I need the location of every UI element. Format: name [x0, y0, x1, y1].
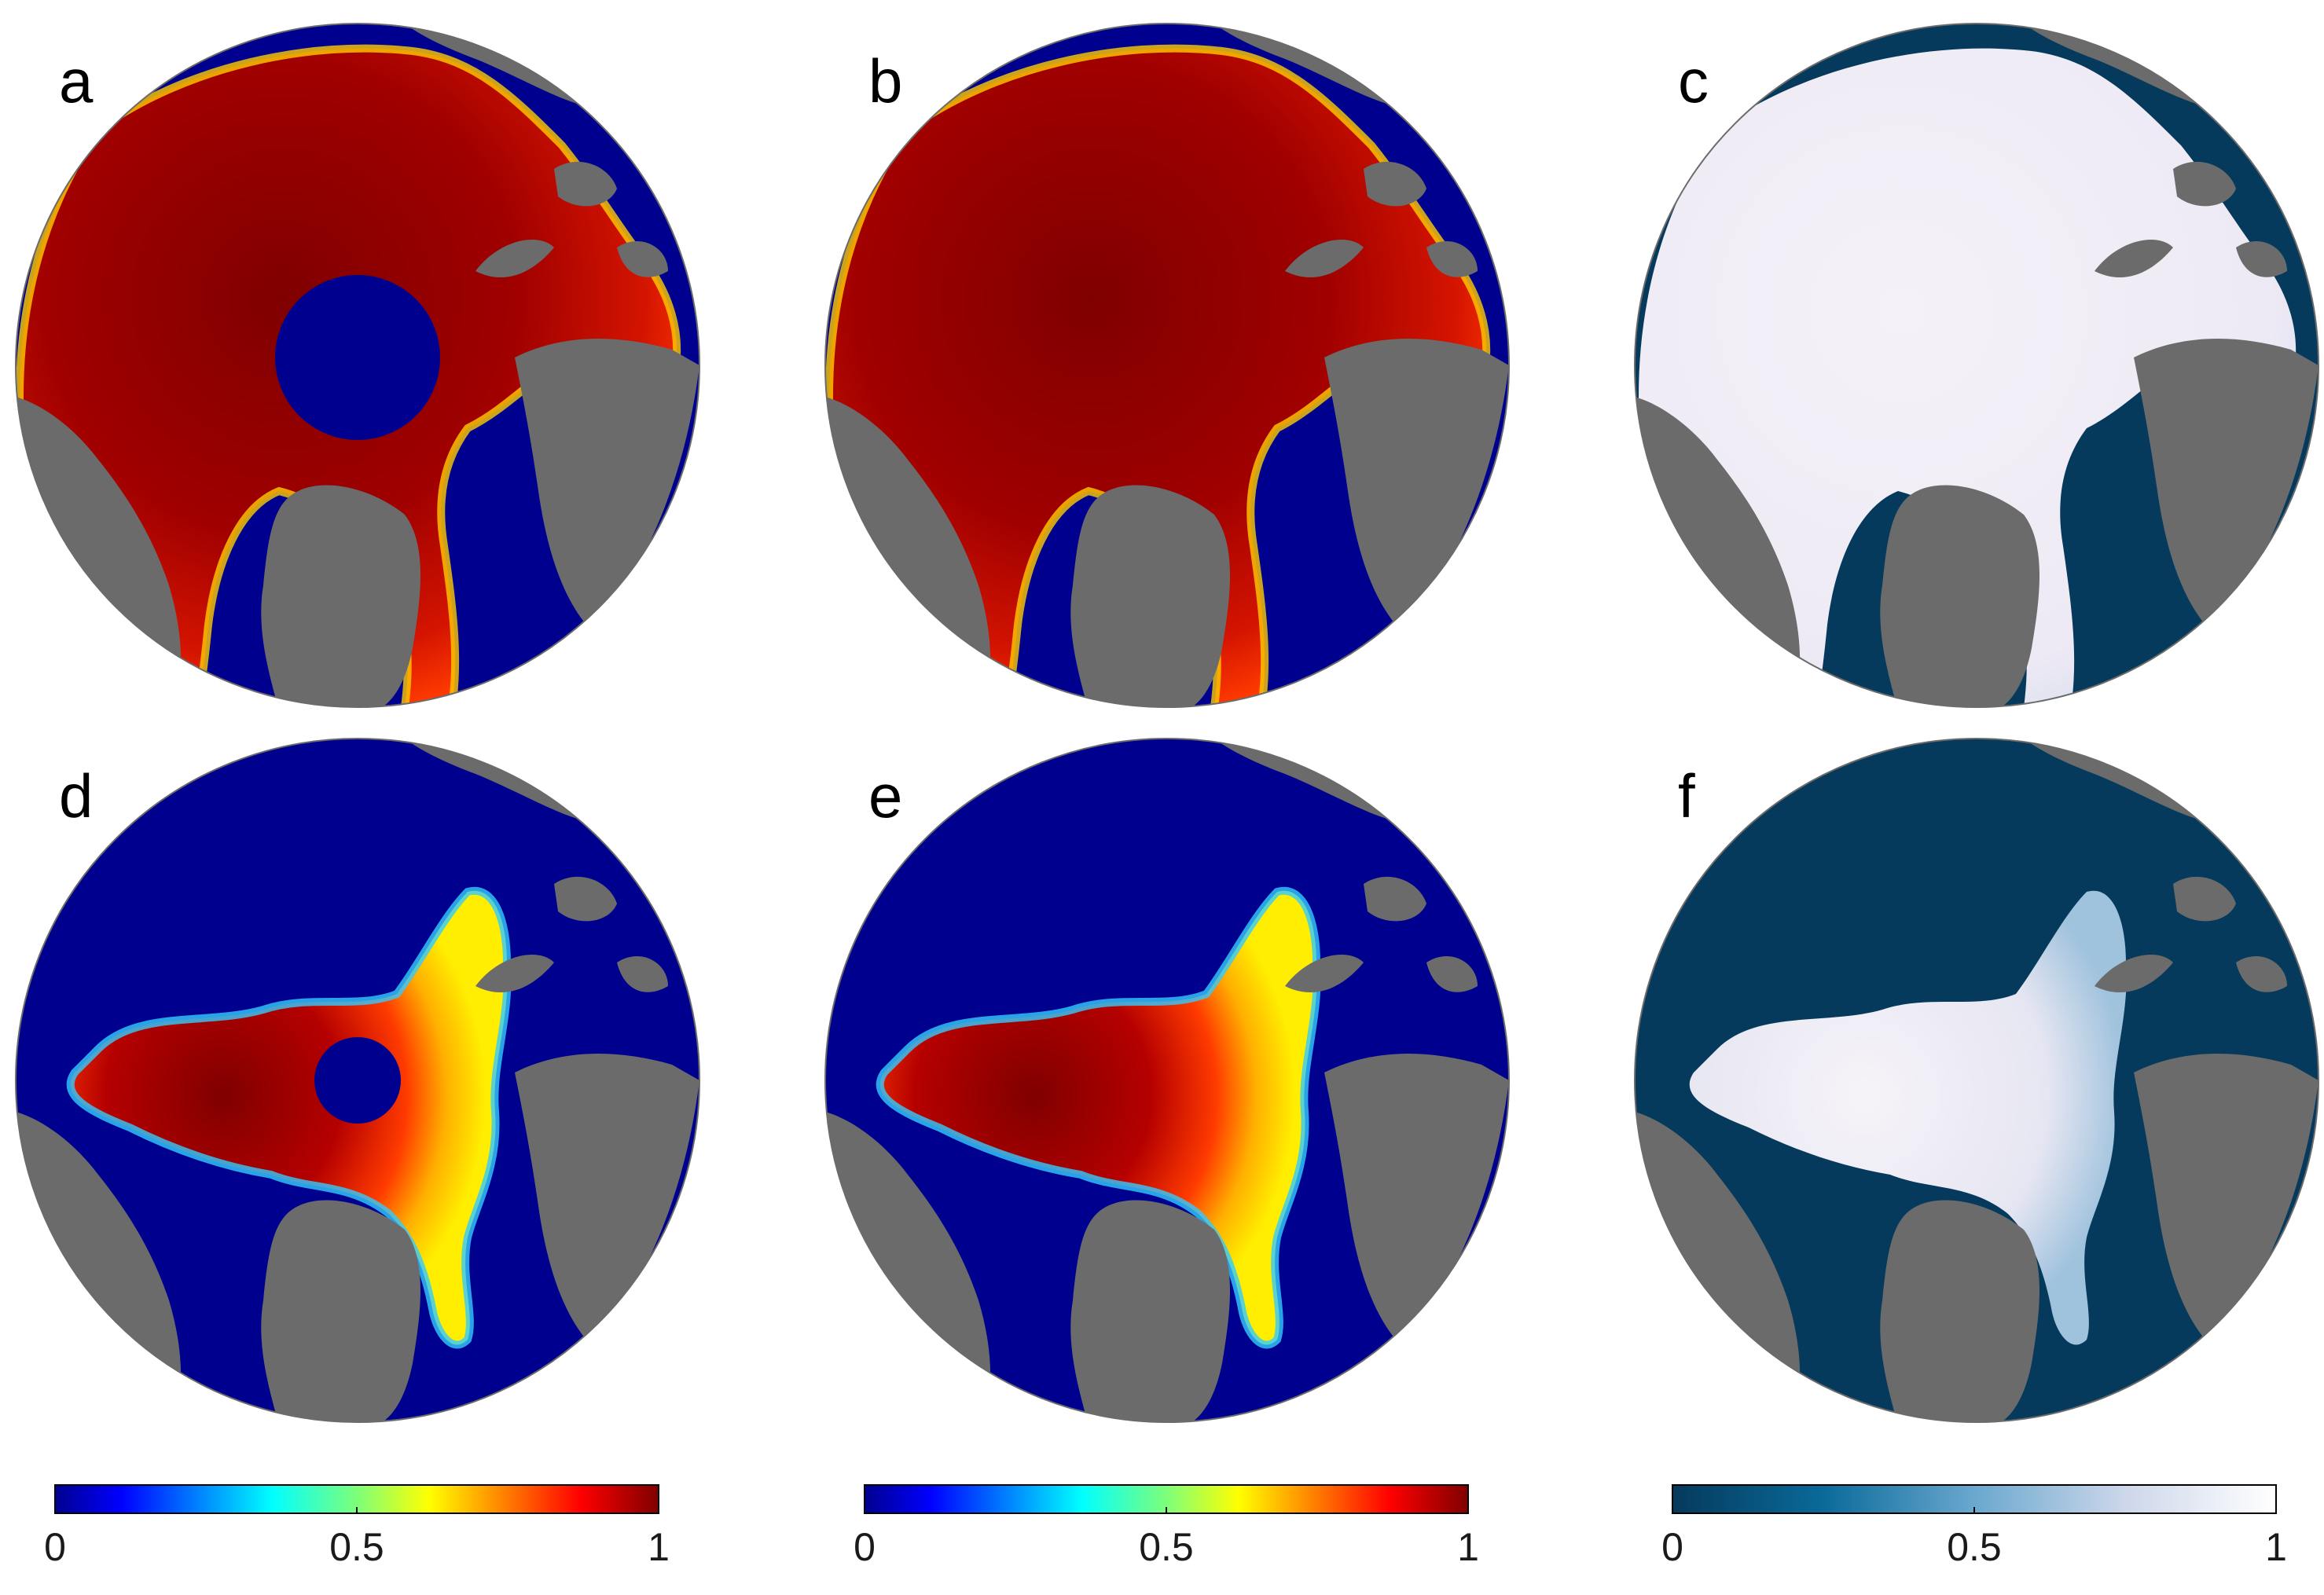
map-panel-e: e [824, 738, 1510, 1423]
map-disk-edge [824, 738, 1510, 1423]
land-mass [825, 1112, 991, 1418]
colorbar-tick-label: 1 [648, 1525, 670, 1569]
land-mass [1214, 739, 1395, 821]
panel-label-c: c [1678, 46, 1709, 116]
colorbar-tick-label: 0.5 [329, 1525, 384, 1569]
land-mass [2236, 955, 2287, 992]
land-mass [515, 1054, 699, 1348]
pole-hole [275, 275, 440, 440]
map-panel-b: b [824, 23, 1510, 708]
colorbar-tick-label: 1 [2265, 1525, 2287, 1569]
land-mass [1324, 339, 1509, 632]
map-panel-d: d [15, 738, 700, 1423]
land-mass [16, 397, 182, 703]
colorbar-tick-label: 1 [1457, 1525, 1479, 1569]
panel-label-b: b [868, 46, 902, 116]
map-panel-c: c [1634, 23, 2319, 708]
land-mass [1635, 397, 1801, 703]
colorbar-tick-label: 0 [1661, 1525, 1683, 1569]
colorbar-tick-label: 0 [854, 1525, 876, 1569]
land-mass [1364, 161, 1426, 207]
land-mass [515, 339, 699, 632]
land-mass [1426, 240, 1478, 277]
panel-label-a: a [59, 46, 94, 116]
colorbar-gradient [1672, 1484, 2277, 1514]
land-mass [2095, 955, 2173, 993]
land-mass [2095, 240, 2173, 278]
panel-label-d: d [59, 761, 93, 830]
land-mass [617, 240, 668, 277]
land-mass [261, 1200, 420, 1422]
land-mass [1285, 955, 1364, 993]
colorbar-tick-label: 0.5 [1947, 1525, 2002, 1569]
land-mass [2134, 1054, 2318, 1348]
map-disk-edge [824, 23, 1510, 708]
map-disk-edge [15, 738, 700, 1423]
land-mass [2236, 240, 2287, 277]
land-mass [2173, 161, 2236, 207]
land-mass [2024, 739, 2205, 821]
land-mass [825, 397, 991, 703]
land-mass [617, 955, 668, 992]
map-panel-a: a [15, 23, 700, 708]
land-mass [1214, 24, 1395, 106]
colorbar-2: 0 0.5 1 [854, 1484, 1479, 1569]
land-mass [475, 955, 554, 993]
colorbar-tick-label: 0.5 [1139, 1525, 1194, 1569]
map-disk-edge [15, 23, 700, 708]
panel-label-f: f [1678, 761, 1695, 830]
land-mass [1426, 955, 1478, 992]
pole-hole [314, 1037, 401, 1124]
land-mass [554, 161, 617, 207]
land-mass [2024, 24, 2205, 106]
land-mass [1364, 876, 1426, 922]
map-disk-edge [1634, 738, 2319, 1423]
land-mass [1324, 1054, 1509, 1348]
land-mass [1070, 485, 1230, 707]
land-mass [1880, 1200, 2039, 1422]
land-mass [405, 739, 586, 821]
colorbar-1: 0 0.5 1 [44, 1484, 670, 1569]
land-mass [2134, 339, 2318, 632]
colorbar-3: 0 0.5 1 [1661, 1484, 2287, 1569]
colorbar-tick-label: 0 [44, 1525, 66, 1569]
land-mass [1635, 1112, 1801, 1418]
land-mass [554, 876, 617, 922]
land-mass [475, 240, 554, 278]
map-disk-edge [1634, 23, 2319, 708]
land-mass [2173, 876, 2236, 922]
land-mass [1880, 485, 2039, 707]
land-mass [261, 485, 420, 707]
map-panel-f: f [1634, 738, 2319, 1423]
land-mass [1285, 240, 1364, 278]
land-mass [1070, 1200, 1230, 1422]
land-mass [405, 24, 586, 106]
land-mass [16, 1112, 182, 1418]
panel-label-e: e [868, 761, 902, 830]
